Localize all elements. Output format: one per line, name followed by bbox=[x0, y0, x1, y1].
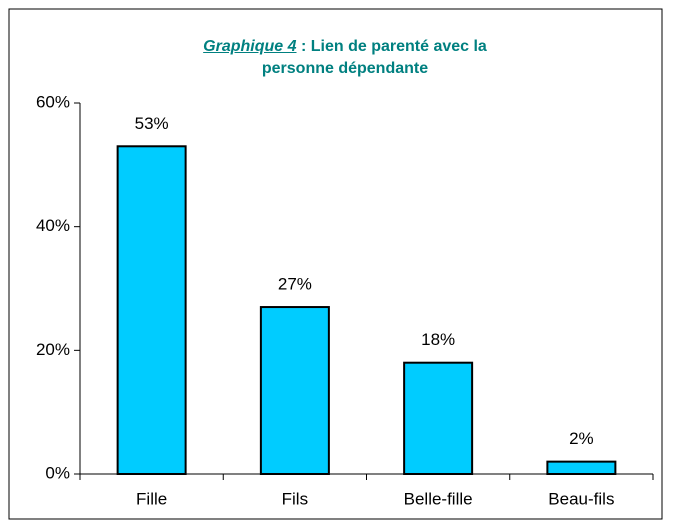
value-label: 18% bbox=[421, 330, 455, 349]
value-label: 27% bbox=[278, 275, 312, 294]
value-label: 2% bbox=[569, 429, 594, 448]
y-tick-label: 60% bbox=[36, 92, 70, 111]
x-tick-label: Fille bbox=[136, 489, 167, 508]
bar bbox=[546, 460, 617, 475]
bar bbox=[116, 145, 187, 476]
bar bbox=[259, 306, 330, 475]
value-label: 53% bbox=[135, 114, 169, 133]
bar bbox=[403, 361, 474, 476]
y-tick-label: 20% bbox=[36, 340, 70, 359]
x-tick-label: Belle-fille bbox=[404, 489, 473, 508]
chart-frame bbox=[8, 8, 663, 520]
x-tick-label: Fils bbox=[282, 489, 308, 508]
x-tick-label: Beau-fils bbox=[548, 489, 614, 508]
title-text: : Lien de parenté avec la personne dépen… bbox=[261, 38, 487, 77]
title-label: Graphique 4 bbox=[203, 38, 297, 55]
chart-title: Graphique 4 : Lien de parenté avec la pe… bbox=[185, 36, 505, 80]
y-tick-label: 0% bbox=[45, 463, 70, 482]
y-tick-label: 40% bbox=[36, 216, 70, 235]
